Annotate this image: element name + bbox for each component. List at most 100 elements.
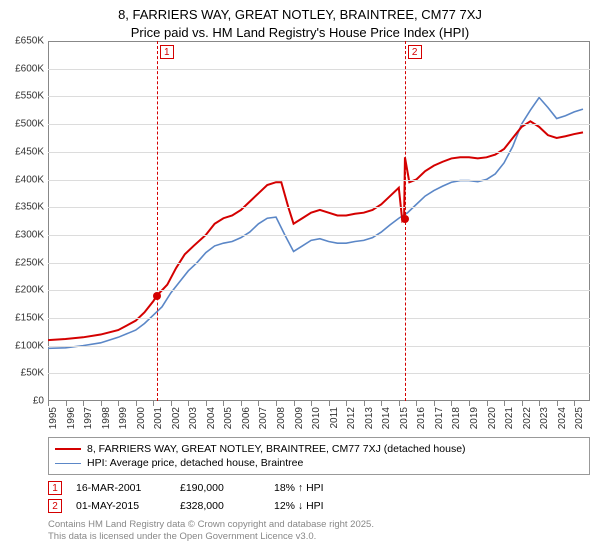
gridline xyxy=(48,263,590,264)
xtick-label: 2012 xyxy=(346,407,357,429)
marker-box: 1 xyxy=(160,45,174,59)
xtick-label: 2014 xyxy=(381,407,392,429)
xtick-label: 2001 xyxy=(153,407,164,429)
xtick-label: 1996 xyxy=(66,407,77,429)
xtick xyxy=(171,401,172,406)
gridline xyxy=(48,207,590,208)
event-price: £190,000 xyxy=(180,482,260,494)
xtick-label: 2019 xyxy=(469,407,480,429)
xtick xyxy=(416,401,417,406)
xtick-label: 2011 xyxy=(329,407,340,429)
marker-dot xyxy=(153,292,161,300)
xtick-label: 2025 xyxy=(574,407,585,429)
xtick xyxy=(522,401,523,406)
xtick xyxy=(311,401,312,406)
event-date: 16-MAR-2001 xyxy=(76,482,166,494)
legend-item: HPI: Average price, detached house, Brai… xyxy=(55,456,583,470)
xtick xyxy=(504,401,505,406)
ytick-label: £250K xyxy=(15,257,48,268)
marker-box: 2 xyxy=(408,45,422,59)
xtick-label: 2005 xyxy=(223,407,234,429)
xtick-label: 2000 xyxy=(136,407,147,429)
marker-line xyxy=(157,41,158,401)
gridline xyxy=(48,69,590,70)
xtick xyxy=(241,401,242,406)
ytick-label: £350K xyxy=(15,202,48,213)
gridline xyxy=(48,373,590,374)
event-price: £328,000 xyxy=(180,500,260,512)
xtick xyxy=(451,401,452,406)
ytick-label: £600K xyxy=(15,63,48,74)
xtick-label: 2010 xyxy=(311,407,322,429)
event-number-box: 2 xyxy=(48,499,62,513)
xtick-label: 2003 xyxy=(188,407,199,429)
attribution-line: This data is licensed under the Open Gov… xyxy=(48,531,590,543)
xtick-label: 2009 xyxy=(294,407,305,429)
event-row: 201-MAY-2015£328,00012% ↓ HPI xyxy=(48,497,590,515)
xtick-label: 2002 xyxy=(171,407,182,429)
xtick xyxy=(153,401,154,406)
ytick-label: £450K xyxy=(15,146,48,157)
chart-container: 8, FARRIERS WAY, GREAT NOTLEY, BRAINTREE… xyxy=(0,0,600,543)
xtick xyxy=(364,401,365,406)
xtick-label: 2024 xyxy=(557,407,568,429)
event-hpi-rel: 12% ↓ HPI xyxy=(274,500,354,512)
xtick-label: 1998 xyxy=(101,407,112,429)
xtick xyxy=(557,401,558,406)
xtick-label: 1999 xyxy=(118,407,129,429)
event-list: 116-MAR-2001£190,00018% ↑ HPI201-MAY-201… xyxy=(48,479,590,515)
xtick-label: 2004 xyxy=(206,407,217,429)
ytick-label: £150K xyxy=(15,313,48,324)
xtick-label: 2022 xyxy=(522,407,533,429)
ytick-label: £400K xyxy=(15,174,48,185)
ytick-label: £0 xyxy=(33,396,48,407)
xtick xyxy=(101,401,102,406)
xtick xyxy=(574,401,575,406)
xtick-label: 2020 xyxy=(487,407,498,429)
ytick-label: £300K xyxy=(15,229,48,240)
event-hpi-rel: 18% ↑ HPI xyxy=(274,482,354,494)
xtick xyxy=(434,401,435,406)
ytick-label: £550K xyxy=(15,91,48,102)
marker-dot xyxy=(401,215,409,223)
gridline xyxy=(48,152,590,153)
xtick-label: 2021 xyxy=(504,407,515,429)
legend: 8, FARRIERS WAY, GREAT NOTLEY, BRAINTREE… xyxy=(48,437,590,475)
series-line-hpi xyxy=(48,98,583,349)
gridline xyxy=(48,290,590,291)
xtick xyxy=(539,401,540,406)
gridline xyxy=(48,235,590,236)
xtick-label: 2018 xyxy=(451,407,462,429)
gridline xyxy=(48,96,590,97)
xtick xyxy=(83,401,84,406)
gridline xyxy=(48,346,590,347)
xtick xyxy=(381,401,382,406)
ytick-label: £200K xyxy=(15,285,48,296)
xtick xyxy=(346,401,347,406)
legend-item: 8, FARRIERS WAY, GREAT NOTLEY, BRAINTREE… xyxy=(55,442,583,456)
xtick-label: 2015 xyxy=(399,407,410,429)
xtick xyxy=(223,401,224,406)
attribution-line: Contains HM Land Registry data © Crown c… xyxy=(48,519,590,531)
event-row: 1 16-MAR-2001 £190,000 18% ↑ HPI xyxy=(48,479,590,497)
xtick-label: 2017 xyxy=(434,407,445,429)
xtick-label: 1995 xyxy=(48,407,59,429)
xtick xyxy=(294,401,295,406)
xtick xyxy=(206,401,207,406)
gridline xyxy=(48,318,590,319)
ytick-label: £650K xyxy=(15,36,48,47)
ytick-label: £50K xyxy=(21,368,48,379)
xtick xyxy=(329,401,330,406)
xtick-label: 2016 xyxy=(416,407,427,429)
event-number-box: 1 xyxy=(48,481,62,495)
xtick xyxy=(188,401,189,406)
title-line-1: 8, FARRIERS WAY, GREAT NOTLEY, BRAINTREE… xyxy=(0,6,600,24)
ytick-label: £100K xyxy=(15,340,48,351)
xtick-label: 2006 xyxy=(241,407,252,429)
series-line-property xyxy=(48,121,583,340)
xtick xyxy=(136,401,137,406)
plot-area: £0£50K£100K£150K£200K£250K£300K£350K£400… xyxy=(48,41,590,401)
xtick xyxy=(487,401,488,406)
xtick-label: 2023 xyxy=(539,407,550,429)
xtick xyxy=(66,401,67,406)
